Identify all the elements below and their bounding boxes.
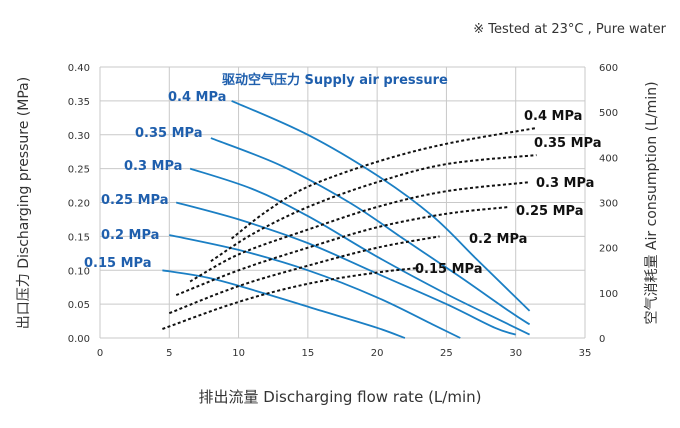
air-consumption-curve <box>168 235 440 315</box>
y-left-tick-label: 0.25 <box>68 165 90 176</box>
pressure-curve <box>169 234 461 339</box>
y-right-tick-label: 300 <box>599 199 618 210</box>
y-left-tick-label: 0.00 <box>68 334 90 345</box>
x-axis-title: 排出流量 Discharging flow rate (L/min) <box>198 388 482 406</box>
air-series-label: 0.15 MPa <box>415 262 483 277</box>
y-right-tick-label: 0 <box>599 334 605 345</box>
y-left-tick-label: 0.20 <box>68 199 90 210</box>
x-tick-label: 30 <box>509 348 522 359</box>
series-labels: 0.4 MPa 0.35 MPa 0.3 MPa 0.25 MPa 0.2 MPa 0.1… <box>84 90 602 277</box>
chart-lines <box>162 100 537 339</box>
chart-grid <box>99 66 586 339</box>
air-series-label: 0.4 MPa <box>524 109 582 124</box>
x-tick-label: 5 <box>166 348 172 359</box>
pressure-series-label: 0.25 MPa <box>101 193 169 208</box>
pressure-curve <box>189 167 530 336</box>
x-tick-label: 25 <box>440 348 453 359</box>
test-conditions-note: ※ Tested at 23°C , Pure water <box>473 22 666 37</box>
air-consumption-curve <box>210 154 537 263</box>
pressure-curve <box>210 137 531 326</box>
y-left-tick-label: 0.40 <box>68 63 90 74</box>
air-consumption-curve <box>189 181 530 283</box>
air-series-label: 0.2 MPa <box>469 232 527 247</box>
y-left-tick-label: 0.15 <box>68 232 90 243</box>
y-left-tick-label: 0.10 <box>68 266 90 277</box>
pressure-curve <box>162 269 406 339</box>
air-series-label: 0.3 MPa <box>536 176 594 191</box>
y-right-tick-label: 600 <box>599 63 618 74</box>
x-tick-label: 10 <box>232 348 245 359</box>
air-consumption-curve <box>175 206 509 297</box>
pressure-series-label: 0.3 MPa <box>124 159 182 174</box>
air-series-label: 0.35 MPa <box>534 136 602 151</box>
x-tick-label: 20 <box>371 348 384 359</box>
y-right-tick-label: 400 <box>599 153 618 164</box>
y-left-tick-label: 0.35 <box>68 97 90 108</box>
pressure-series-label: 0.15 MPa <box>84 256 152 271</box>
x-tick-label: 15 <box>301 348 314 359</box>
y-right-tick-label: 500 <box>599 108 618 119</box>
pressure-curve <box>175 201 516 336</box>
y-right-tick-label: 200 <box>599 244 618 255</box>
x-tick-label: 35 <box>579 348 592 359</box>
pressure-series-label: 0.35 MPa <box>135 126 203 141</box>
legend-title: 驱动空气压力 Supply air pressure <box>222 72 448 88</box>
pressure-curve <box>231 100 531 312</box>
pressure-series-label: 0.4 MPa <box>168 90 226 105</box>
y-left-tick-label: 0.05 <box>68 300 90 311</box>
air-series-label: 0.25 MPa <box>516 204 584 219</box>
y-right-tick-label: 100 <box>599 289 618 300</box>
axis-ticks: 0 5 10 15 20 25 30 350.000.050.100.150.200.250.… <box>68 63 618 359</box>
pressure-series-label: 0.2 MPa <box>101 228 159 243</box>
y-left-tick-label: 0.30 <box>68 131 90 142</box>
x-tick-label: 0 <box>97 348 103 359</box>
